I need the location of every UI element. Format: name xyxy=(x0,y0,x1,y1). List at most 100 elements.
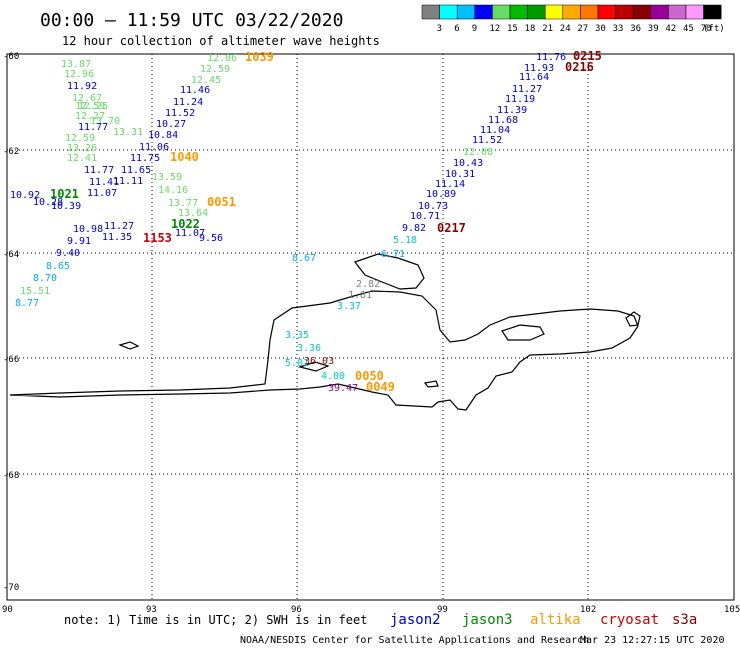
legend-color-swatch xyxy=(527,4,546,20)
legend-tick-label: 27 xyxy=(577,24,588,34)
wave-height-label: 11.64 xyxy=(519,72,549,83)
wave-height-label: 10.98 xyxy=(73,224,103,235)
wave-height-label: 4.00 xyxy=(321,371,345,382)
legend-tick-label: 18 xyxy=(525,24,536,34)
longitude-labels: 90 93 96 99 102 105 xyxy=(2,605,740,615)
wave-height-label: 10.73 xyxy=(418,201,448,212)
legend-tick-label: 70 xyxy=(701,24,712,34)
lat-label: -68 xyxy=(3,471,19,481)
pass-time-label: 0049 xyxy=(366,380,395,394)
legend-tick-label: 30 xyxy=(595,24,606,34)
lon-label: 93 xyxy=(146,605,157,615)
footnote: note: 1) Time is in UTC; 2) SWH is in fe… xyxy=(64,613,367,627)
legend-color-swatch xyxy=(509,4,528,20)
color-scale-legend: 3 6 9 12 15 18 21 24 27 30 33 36 39 42 45 70 xyxy=(421,4,722,34)
wave-height-label: 9.82 xyxy=(402,223,426,234)
lon-label: 105 xyxy=(724,605,740,615)
wave-height-label: 12.86 xyxy=(207,53,237,64)
wave-height-label: 12.08 xyxy=(463,147,493,158)
lon-label: 90 xyxy=(2,605,13,615)
legend-color-swatch xyxy=(492,4,511,20)
lon-label: 102 xyxy=(580,605,596,615)
wave-height-label: 13.87 xyxy=(61,59,91,70)
wave-height-label: 12.45 xyxy=(191,75,221,86)
wave-height-label: 11.77 xyxy=(78,122,108,133)
wave-height-label: 11.93 xyxy=(524,63,554,74)
satellite-legend: jason2 jason3 altika cryosat s3a xyxy=(390,612,697,628)
legend-tick-label: 42 xyxy=(665,24,676,34)
legend-tick-label: 15 xyxy=(507,24,518,34)
wave-height-label: 11.24 xyxy=(173,97,203,108)
wave-height-label: 11.27 xyxy=(512,84,542,95)
legend-tick-label: 45 xyxy=(683,24,694,34)
pass-time-label: 0050 xyxy=(355,369,384,383)
latitude-labels: -60 -62 -64 -66 -68 -70 xyxy=(3,52,19,593)
wave-height-label: 11.14 xyxy=(435,179,465,190)
wave-height-observations: 12.8612.5912.4511.4611.2411.5210.2710.84… xyxy=(10,52,566,394)
wave-height-label: 10.89 xyxy=(426,189,456,200)
wave-height-label: 11.27 xyxy=(104,221,134,232)
wave-height-label: 11.35 xyxy=(102,232,132,243)
wave-height-label: 8.70 xyxy=(33,273,57,284)
wave-height-label: 11.39 xyxy=(497,105,527,116)
pass-time-label: 0216 xyxy=(565,60,594,74)
pass-time-label: 1040 xyxy=(170,150,199,164)
map-frame xyxy=(6,53,735,601)
wave-height-label: 10.84 xyxy=(148,130,178,141)
wave-height-label: 8.67 xyxy=(292,253,316,264)
wave-height-label: 12.67 xyxy=(72,93,102,104)
legend-tick-label: 12 xyxy=(489,24,500,34)
pass-time-label: 0051 xyxy=(207,195,236,209)
legend-color-swatch xyxy=(632,4,652,20)
pass-time-label: 1153 xyxy=(143,231,172,245)
lon-label: 96 xyxy=(291,605,302,615)
legend-tick-label: 36 xyxy=(630,24,641,34)
wave-height-label: 11.52 xyxy=(165,108,195,119)
wave-height-label: 36.03 xyxy=(304,356,334,367)
wave-height-label: 11.52 xyxy=(472,135,502,146)
wave-height-label: 13.59 xyxy=(152,172,182,183)
lake-outline xyxy=(501,324,545,341)
legend-color-swatch xyxy=(668,4,687,20)
pass-time-label: 0215 xyxy=(573,49,602,63)
legend-color-swatch xyxy=(650,4,669,20)
wave-height-label: 10.31 xyxy=(445,169,475,180)
wave-height-label: 11.41 xyxy=(89,177,119,188)
wave-height-label: 39.47 xyxy=(328,383,358,394)
legend-tick-label: 9 xyxy=(472,24,477,34)
satellite-cryosat: cryosat xyxy=(600,612,659,628)
wave-height-label: 1.81 xyxy=(348,290,372,301)
islet-outline xyxy=(423,380,439,388)
wave-height-label: 14.16 xyxy=(158,185,188,196)
legend-unit: (ft) xyxy=(703,24,725,34)
wave-height-label: 10.92 xyxy=(10,190,40,201)
credit-line: NOAA/NESDIS Center for Satellite Applica… xyxy=(240,635,589,646)
wave-height-label: 11.46 xyxy=(180,85,210,96)
wave-height-label: 12.59 xyxy=(200,64,230,75)
legend-tick-label: 6 xyxy=(454,24,459,34)
wave-height-label: 9.40 xyxy=(56,248,80,259)
legend-color-swatch xyxy=(439,4,458,20)
wave-height-label: 11.92 xyxy=(67,81,97,92)
wave-height-label: 11.19 xyxy=(505,94,535,105)
wave-height-label: 11.07 xyxy=(175,228,205,239)
wave-height-label: 8.77 xyxy=(15,298,39,309)
wave-height-label: 3.35 xyxy=(285,330,309,341)
wave-height-label: 5.81 xyxy=(285,358,309,369)
legend-color-swatch xyxy=(685,4,704,20)
islet-outline xyxy=(297,361,330,372)
wave-height-label: 9.56 xyxy=(199,233,223,244)
wave-height-label: 8.65 xyxy=(46,261,70,272)
lat-label: -70 xyxy=(3,583,19,593)
pass-time-label: 1022 xyxy=(171,217,200,231)
wave-height-label: 2.82 xyxy=(356,279,380,290)
pass-time-label: 0217 xyxy=(437,221,466,235)
wave-height-label: 12.59 xyxy=(65,133,95,144)
islet-outline xyxy=(625,311,641,327)
coastline xyxy=(9,253,641,411)
wave-height-label: 10.27 xyxy=(156,119,186,130)
legend-color-swatch xyxy=(456,4,476,20)
legend-color-swatch xyxy=(597,4,616,20)
wave-height-label: 11.11 xyxy=(113,176,143,187)
